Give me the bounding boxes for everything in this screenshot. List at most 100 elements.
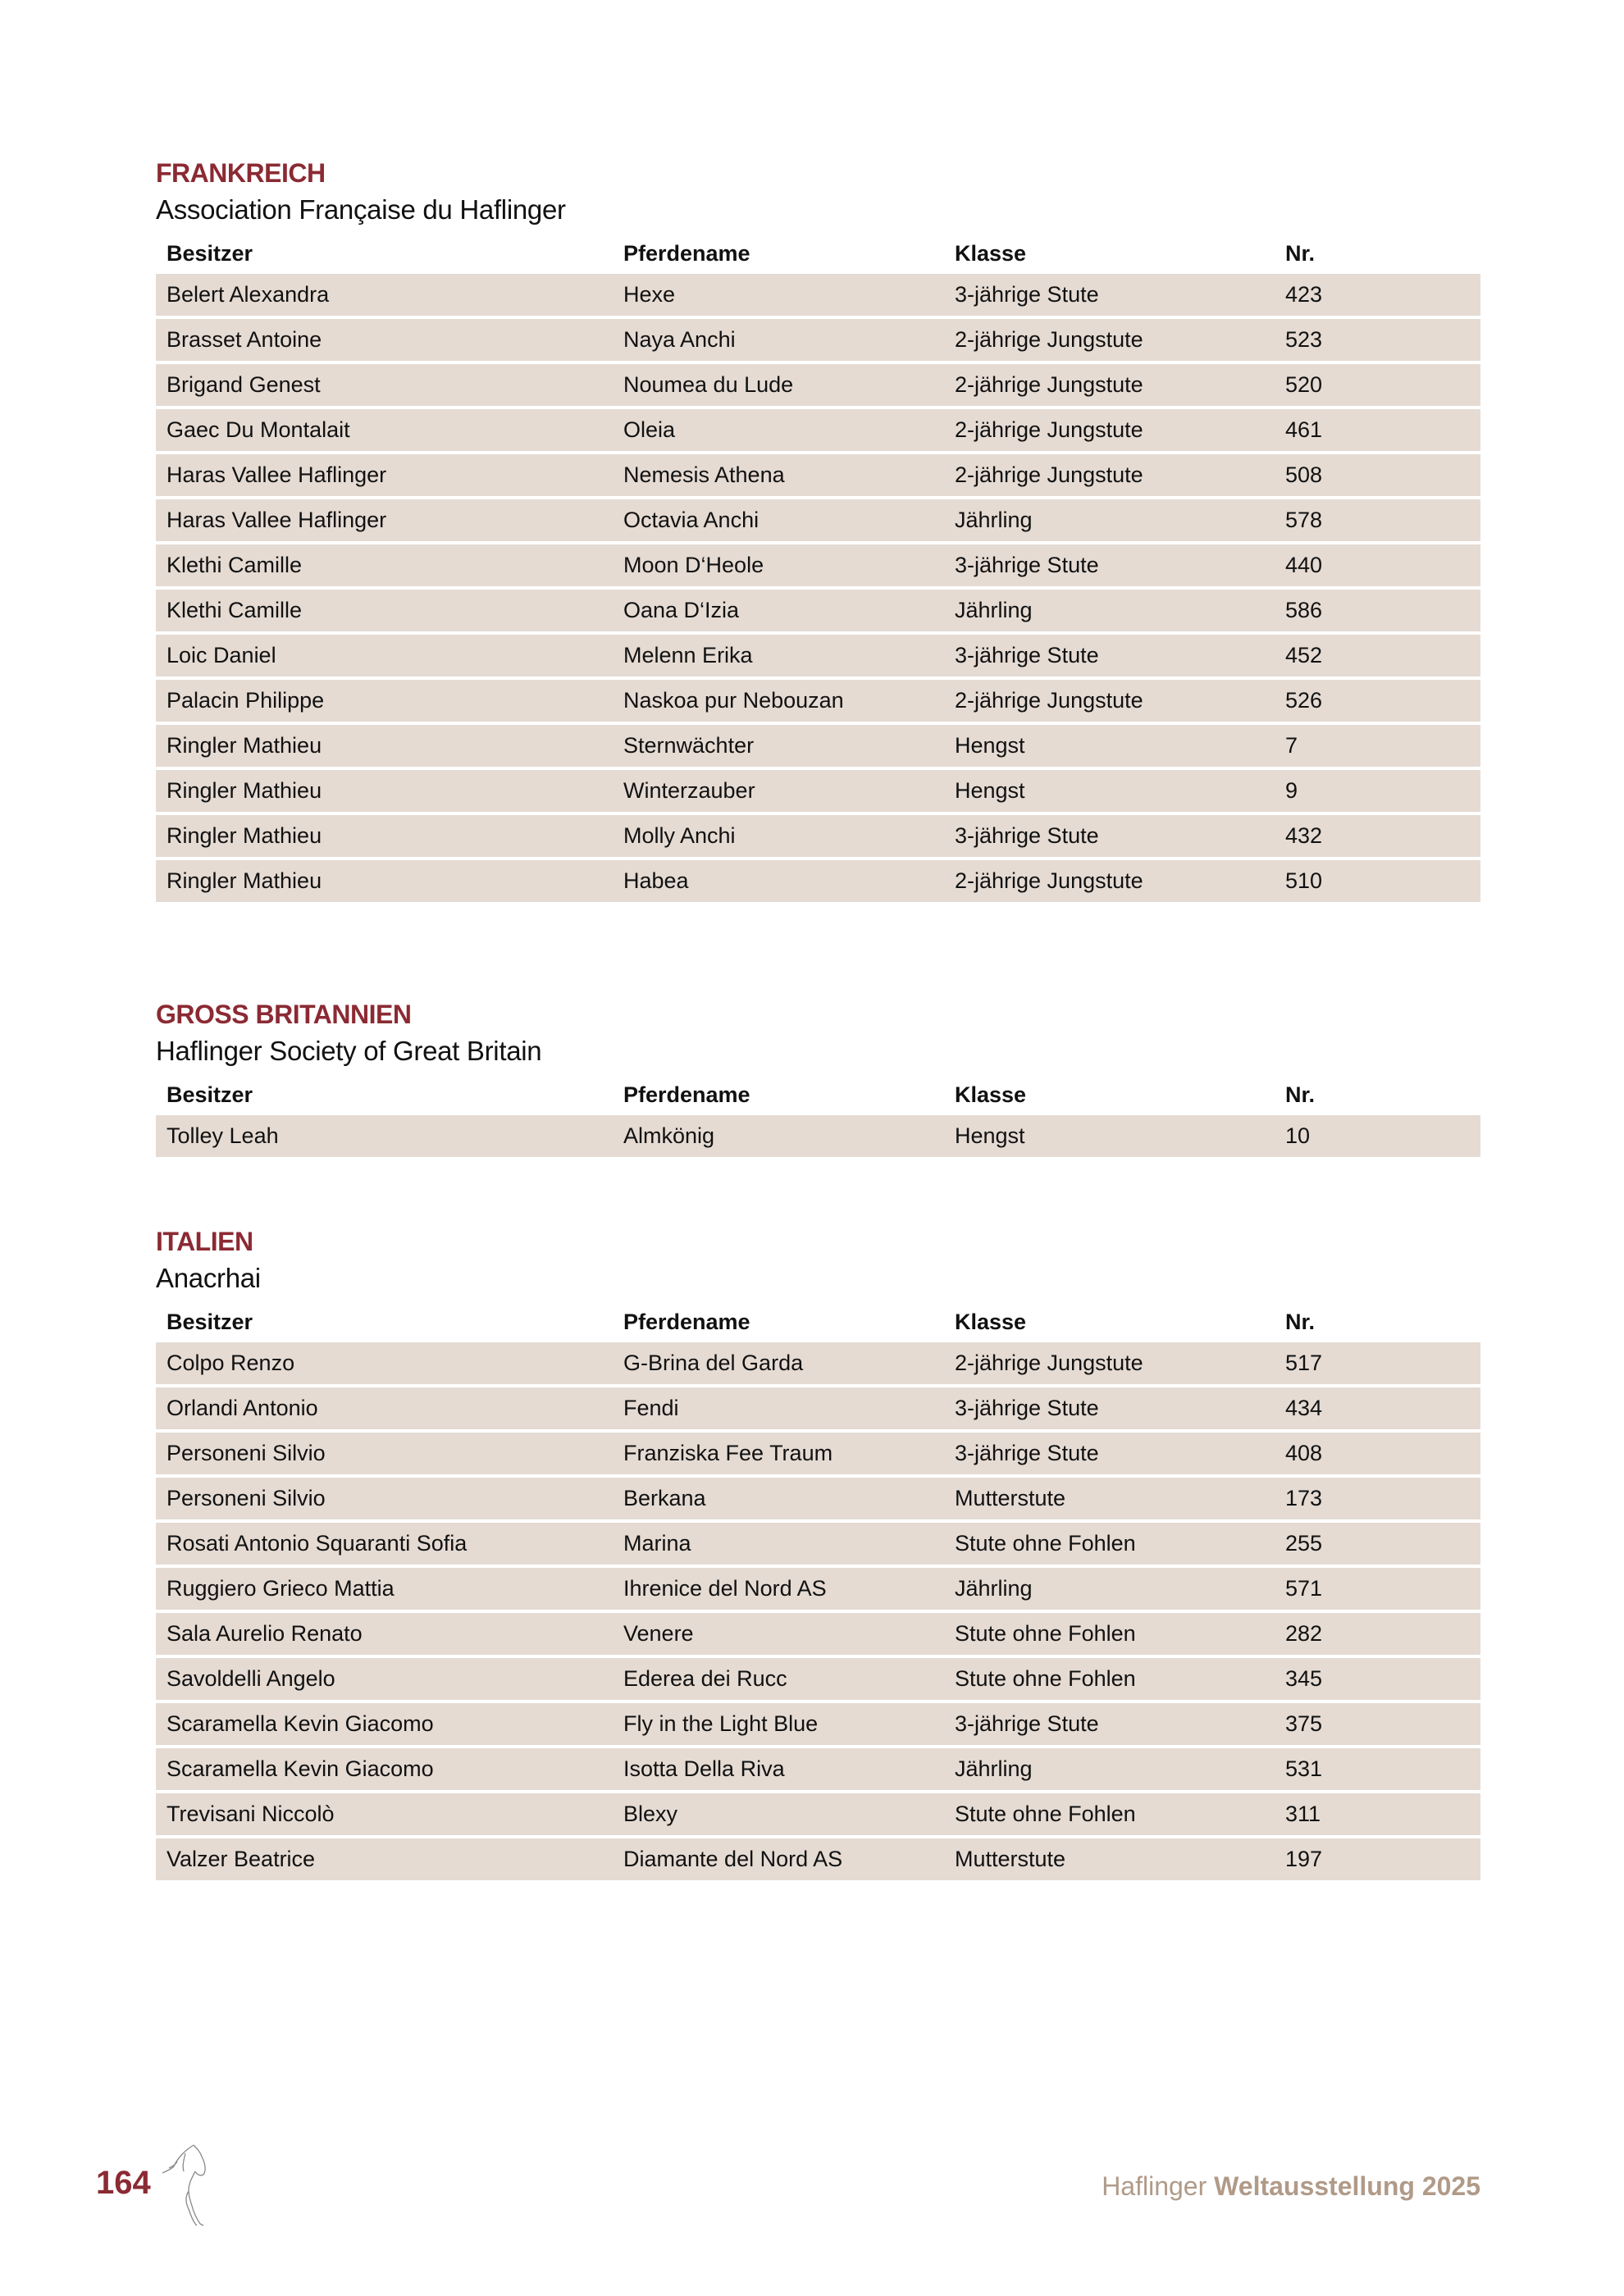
association-name: Association Française du Haflinger [156, 194, 566, 225]
owner-cell: Rosati Antonio Squaranti Sofia [167, 1531, 468, 1556]
footer-title-light: Haflinger [1102, 2171, 1207, 2201]
table-row: Ringler Mathieu Sternwächter Hengst 7 [156, 725, 1480, 767]
class-cell: Stute ohne Fohlen [955, 1621, 1136, 1646]
horse-name-cell: Hexe [623, 282, 676, 307]
column-header: Klasse [955, 241, 1027, 266]
class-cell: 3-jährige Stute [955, 1711, 1099, 1736]
table-header: Besitzer Pferdename Klasse Nr. [156, 1301, 1480, 1342]
horse-name-cell: Moon D‘Heole [623, 553, 764, 577]
horse-name-cell: Molly Anchi [623, 823, 736, 848]
column-header: Pferdename [623, 1310, 750, 1334]
horse-name-cell: Marina [623, 1531, 691, 1556]
column-header: Nr. [1285, 1310, 1316, 1334]
table-header: Besitzer Pferdename Klasse Nr. [156, 1074, 1480, 1115]
owner-cell: Personeni Silvio [167, 1441, 326, 1465]
number-cell: 523 [1285, 327, 1323, 352]
column-header: Nr. [1285, 1082, 1316, 1107]
column-header: Nr. [1285, 241, 1316, 266]
number-cell: 10 [1285, 1123, 1311, 1148]
class-cell: Jährling [955, 1576, 1033, 1601]
owner-cell: Brasset Antoine [167, 327, 322, 352]
class-cell: Jährling [955, 598, 1033, 622]
number-cell: 173 [1285, 1486, 1323, 1510]
class-cell: 2-jährige Jungstute [955, 372, 1143, 397]
class-cell: 3-jährige Stute [955, 1396, 1099, 1420]
table-row: Loic Daniel Melenn Erika 3-jährige Stute 45… [156, 635, 1480, 676]
table-row: Savoldelli Angelo Ederea dei Rucc Stute oh… [156, 1658, 1480, 1700]
number-cell: 517 [1285, 1351, 1323, 1375]
number-cell: 520 [1285, 372, 1323, 397]
number-cell: 434 [1285, 1396, 1323, 1420]
owner-cell: Loic Daniel [167, 643, 276, 667]
number-cell: 508 [1285, 462, 1323, 487]
country-heading: GROSS BRITANNIEN [156, 1000, 412, 1029]
number-cell: 197 [1285, 1847, 1323, 1871]
association-name: Haflinger Society of Great Britain [156, 1036, 542, 1066]
table-row: Scaramella Kevin Giacomo Fly in the Light… [156, 1703, 1480, 1745]
class-cell: 2-jährige Jungstute [955, 868, 1143, 893]
horse-name-cell: Habea [623, 868, 689, 893]
class-cell: Mutterstute [955, 1486, 1066, 1510]
horse-name-cell: Blexy [623, 1802, 678, 1826]
table-row: Colpo Renzo G-Brina del Garda 2-jährige Ju… [156, 1342, 1480, 1384]
table-row: Scaramella Kevin Giacomo Isotta Della Riv… [156, 1748, 1480, 1790]
class-cell: 3-jährige Stute [955, 823, 1099, 848]
horse-name-cell: Octavia Anchi [623, 508, 760, 532]
horse-name-cell: G-Brina del Garda [623, 1351, 804, 1375]
number-cell: 586 [1285, 598, 1323, 622]
column-header: Klasse [955, 1082, 1027, 1107]
class-cell: 2-jährige Jungstute [955, 327, 1143, 352]
association-name: Anacrhai [156, 1263, 261, 1293]
footer-title: Haflinger Weltausstellung 2025 [1102, 2171, 1480, 2202]
horse-name-cell: Melenn Erika [623, 643, 753, 667]
number-cell: 282 [1285, 1621, 1323, 1646]
section-italien: ITALIEN Anacrhai Besitzer Pferdename Klass… [156, 1224, 1480, 1884]
horse-name-cell: Fly in the Light Blue [623, 1711, 819, 1736]
owner-cell: Ringler Mathieu [167, 868, 322, 893]
horse-sketch-icon [162, 2144, 206, 2226]
number-cell: 375 [1285, 1711, 1323, 1736]
owner-cell: Tolley Leah [167, 1123, 279, 1148]
class-cell: Jährling [955, 1756, 1033, 1781]
class-cell: Hengst [955, 733, 1025, 758]
number-cell: 7 [1285, 733, 1298, 758]
number-cell: 510 [1285, 868, 1323, 893]
number-cell: 571 [1285, 1576, 1323, 1601]
class-cell: Hengst [955, 1123, 1025, 1148]
section-frankreich: FRANKREICH Association Française du Hafl… [156, 156, 1480, 905]
column-header: Pferdename [623, 1082, 750, 1107]
table-row: Personeni Silvio Berkana Mutterstute 173 [156, 1478, 1480, 1519]
horse-name-cell: Isotta Della Riva [623, 1756, 785, 1781]
table-row: Brasset Antoine Naya Anchi 2-jährige Jungs… [156, 319, 1480, 361]
class-cell: 3-jährige Stute [955, 553, 1099, 577]
table-row: Valzer Beatrice Diamante del Nord AS Mutte… [156, 1838, 1480, 1880]
class-cell: Mutterstute [955, 1847, 1066, 1871]
column-header: Besitzer [167, 241, 253, 266]
owner-cell: Ringler Mathieu [167, 733, 322, 758]
number-cell: 432 [1285, 823, 1323, 848]
owner-cell: Haras Vallee Haflinger [167, 508, 387, 532]
owner-cell: Ringler Mathieu [167, 778, 322, 803]
owner-cell: Colpo Renzo [167, 1351, 295, 1375]
class-cell: Stute ohne Fohlen [955, 1666, 1136, 1691]
horse-name-cell: Naya Anchi [623, 327, 736, 352]
horse-name-cell: Diamante del Nord AS [623, 1847, 843, 1871]
column-header: Besitzer [167, 1310, 253, 1334]
owner-cell: Orlandi Antonio [167, 1396, 318, 1420]
horse-name-cell: Sternwächter [623, 733, 755, 758]
number-cell: 311 [1285, 1802, 1321, 1826]
horse-name-cell: Venere [623, 1621, 694, 1646]
horse-name-cell: Naskoa pur Nebouzan [623, 688, 844, 713]
table-row: Gaec Du Montalait Oleia 2-jährige Jungstut… [156, 409, 1480, 451]
horse-name-cell: Oana D‘Izia [623, 598, 740, 622]
number-cell: 408 [1285, 1441, 1323, 1465]
table-row: Palacin Philippe Naskoa pur Nebouzan 2-jäh… [156, 680, 1480, 722]
owner-cell: Klethi Camille [167, 553, 303, 577]
number-cell: 9 [1285, 778, 1298, 803]
column-header: Besitzer [167, 1082, 253, 1107]
table-row: Trevisani Niccolò Blexy Stute ohne Fohlen 3… [156, 1793, 1480, 1835]
country-heading: ITALIEN [156, 1227, 253, 1256]
owner-cell: Savoldelli Angelo [167, 1666, 335, 1691]
table-row: Tolley Leah Almkönig Hengst 10 [156, 1115, 1480, 1157]
owner-cell: Brigand Genest [167, 372, 321, 397]
